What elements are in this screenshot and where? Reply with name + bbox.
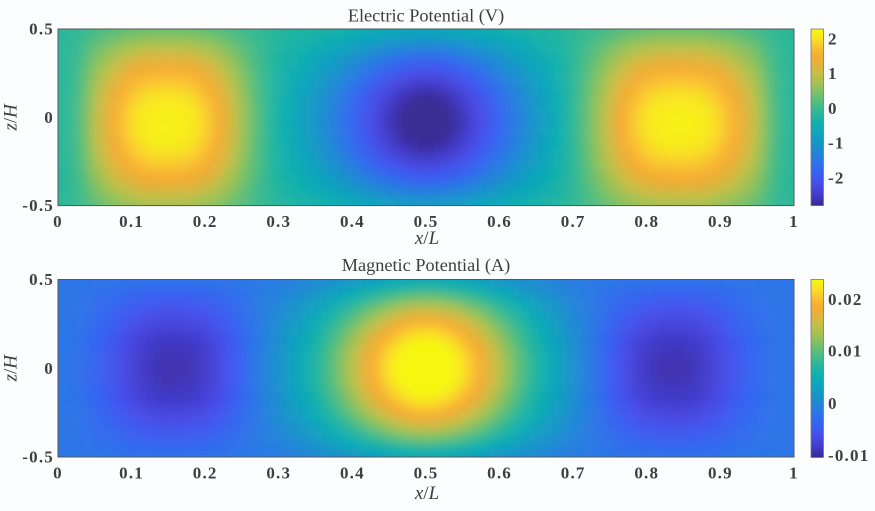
svg-text:0.6: 0.6 (487, 464, 512, 483)
svg-text:z/H: z/H (1, 354, 22, 383)
svg-text:0.02: 0.02 (828, 290, 863, 309)
svg-text:1: 1 (828, 64, 838, 83)
svg-text:0.8: 0.8 (634, 212, 659, 231)
svg-text:0.5: 0.5 (29, 270, 54, 289)
svg-text:0.6: 0.6 (487, 212, 512, 231)
svg-text:2: 2 (828, 30, 838, 49)
svg-text:0.7: 0.7 (561, 212, 586, 231)
svg-text:0.4: 0.4 (340, 464, 365, 483)
svg-text:1: 1 (789, 464, 799, 483)
svg-text:0.8: 0.8 (634, 464, 659, 483)
svg-text:Electric Potential (V): Electric Potential (V) (348, 5, 504, 26)
svg-text:0.4: 0.4 (340, 212, 365, 231)
svg-text:z/H: z/H (1, 103, 22, 132)
svg-text:0.3: 0.3 (266, 464, 291, 483)
svg-text:0.1: 0.1 (119, 212, 144, 231)
svg-text:0: 0 (44, 108, 54, 127)
svg-text:0.1: 0.1 (119, 464, 144, 483)
svg-text:-0.5: -0.5 (22, 196, 54, 215)
svg-text:1: 1 (789, 212, 799, 231)
svg-text:-0.01: -0.01 (828, 446, 869, 465)
svg-text:0.5: 0.5 (414, 464, 439, 483)
svg-text:0.5: 0.5 (29, 20, 54, 39)
svg-text:0.2: 0.2 (193, 212, 218, 231)
svg-text:0.01: 0.01 (828, 341, 863, 360)
svg-text:0: 0 (828, 394, 838, 413)
svg-text:0.9: 0.9 (708, 464, 733, 483)
svg-text:0.3: 0.3 (266, 212, 291, 231)
svg-text:-1: -1 (828, 134, 845, 153)
svg-text:0: 0 (53, 464, 63, 483)
svg-text:x/L: x/L (414, 228, 439, 249)
svg-text:0: 0 (828, 99, 838, 118)
svg-text:-2: -2 (828, 168, 845, 187)
svg-text:0.9: 0.9 (708, 212, 733, 231)
svg-text:0.7: 0.7 (561, 464, 586, 483)
svg-text:0: 0 (44, 359, 54, 378)
svg-text:Magnetic Potential (A): Magnetic Potential (A) (342, 255, 511, 276)
svg-text:0.2: 0.2 (193, 464, 218, 483)
svg-text:-0.5: -0.5 (22, 448, 54, 467)
svg-text:x/L: x/L (414, 483, 439, 504)
svg-text:0.5: 0.5 (414, 212, 439, 231)
svg-text:0: 0 (53, 212, 63, 231)
